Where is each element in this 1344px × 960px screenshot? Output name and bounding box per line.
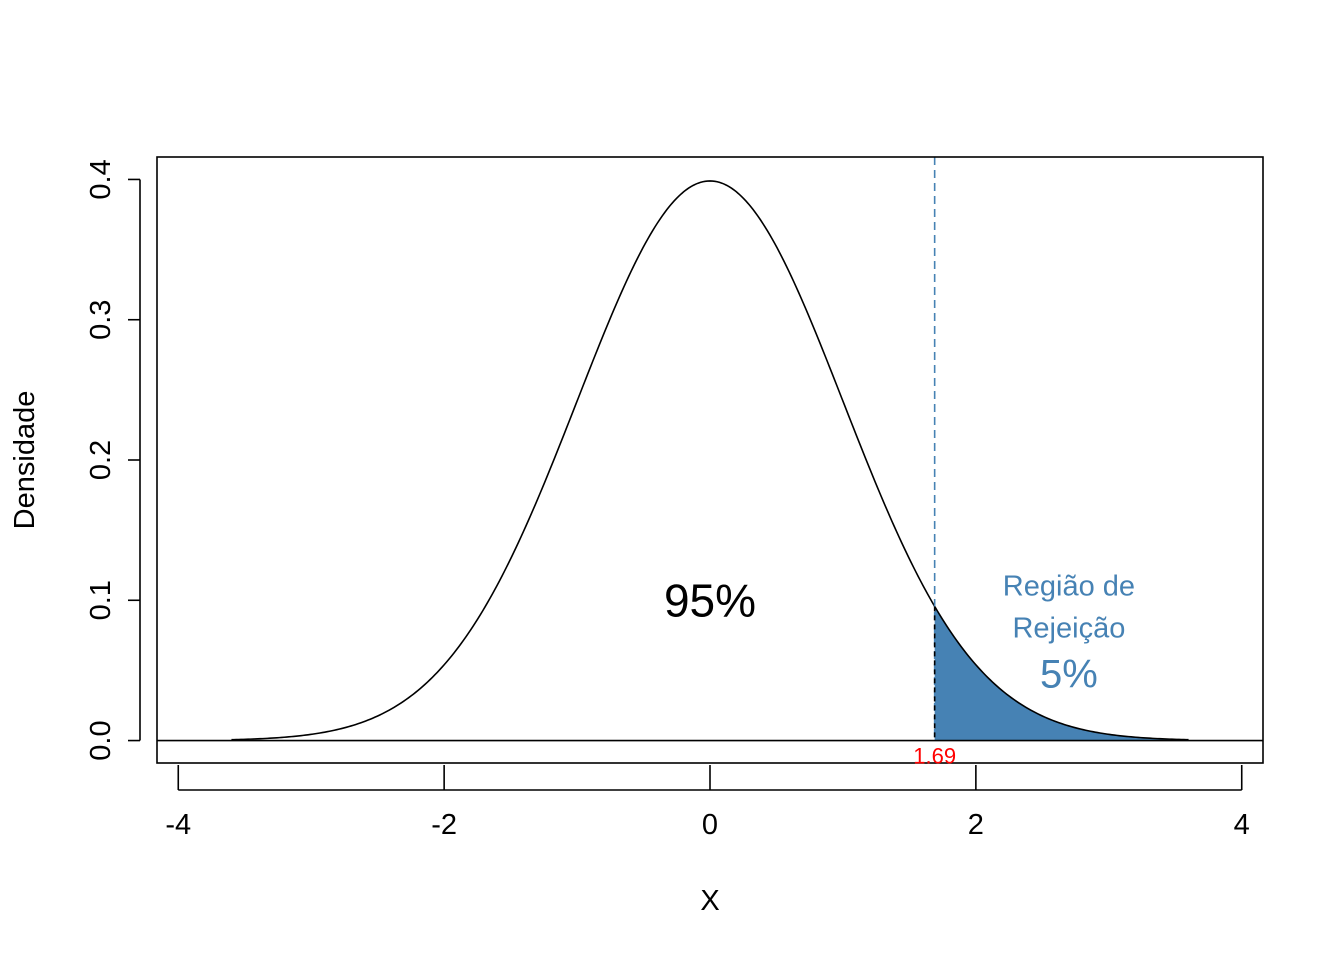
- y-axis-title: Densidade: [9, 391, 41, 530]
- density-curve: [231, 180, 1189, 741]
- y-tick-label: 0.0: [85, 720, 117, 760]
- x-tick-label: 0: [702, 809, 718, 841]
- x-tick-label: 2: [968, 809, 984, 841]
- acceptance-percent-label: 95%: [664, 574, 756, 626]
- x-tick-label: -2: [431, 809, 457, 841]
- rejection-region-area: [934, 606, 1189, 741]
- y-tick-label: 0.3: [85, 300, 117, 340]
- x-tick-label: 4: [1234, 809, 1250, 841]
- x-axis-title: X: [700, 885, 719, 917]
- y-tick-label: 0.2: [85, 440, 117, 480]
- plot-frame: [156, 156, 1264, 764]
- critical-value-label: 1.69: [913, 744, 956, 769]
- y-tick-label: 0.1: [85, 580, 117, 620]
- x-axis: -4 -2 0 2 4: [165, 765, 1250, 841]
- y-tick-label: 0.4: [85, 159, 117, 199]
- rejection-title-line2: Rejeição: [1012, 612, 1125, 644]
- x-tick-label: -4: [165, 809, 191, 841]
- rejection-title-line1: Região de: [1003, 570, 1135, 602]
- rejection-percent-label: 5%: [1040, 653, 1098, 697]
- y-axis: 0.0 0.1 0.2 0.3 0.4: [85, 159, 141, 761]
